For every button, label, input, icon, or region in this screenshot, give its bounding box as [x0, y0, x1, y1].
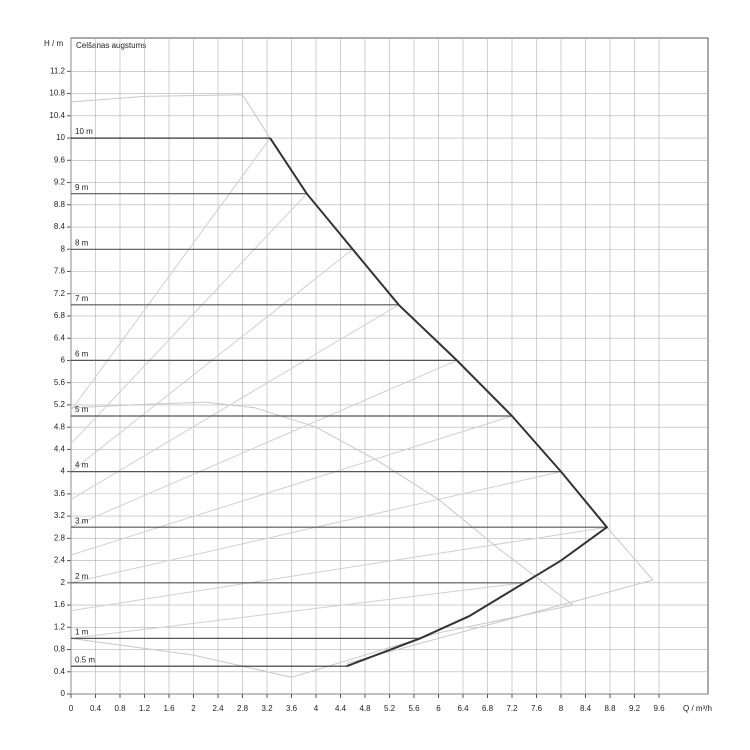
line-label: 0.5 m	[75, 655, 95, 664]
x-tick-label: 6	[436, 704, 441, 713]
y-tick-label: 8.8	[54, 200, 66, 209]
line-label: 4 m	[75, 461, 89, 470]
x-tick-label: 2.4	[212, 704, 224, 713]
guide-line	[70, 415, 513, 556]
y-tick-label: 6	[61, 356, 66, 365]
y-tick-label: 11.2	[50, 66, 66, 75]
y-tick-label: 0	[61, 689, 66, 698]
y-tick-label: 8	[61, 244, 66, 253]
y-tick-label: 1.2	[54, 622, 66, 631]
line-label: 1 m	[75, 628, 89, 637]
guide-line	[70, 604, 574, 678]
y-tick-label: 0.8	[54, 645, 66, 654]
y-tick-label: 6.8	[54, 311, 66, 320]
x-tick-label: 2.8	[237, 704, 249, 713]
y-tick-label: 4	[61, 467, 66, 476]
y-tick-label: 0.4	[54, 667, 66, 676]
y-tick-label: 6.4	[54, 333, 66, 342]
x-tick-label: 3.6	[286, 704, 298, 713]
y-tick-label: 8.4	[54, 222, 66, 231]
y-tick-label: 7.6	[54, 267, 66, 276]
y-tick-label: 2	[61, 578, 66, 587]
line-label: 10 m	[75, 127, 93, 136]
chart-title: Celšanas augstums	[76, 41, 146, 50]
line-label: 2 m	[75, 572, 89, 581]
x-tick-label: 7.6	[531, 704, 543, 713]
y-tick-label: 4.8	[54, 422, 66, 431]
x-tick-label: 9.6	[653, 704, 665, 713]
guide-line	[70, 304, 399, 500]
x-tick-label: 4.4	[335, 704, 347, 713]
y-tick-label: 10.4	[49, 111, 65, 120]
x-tick-label: 1.6	[163, 704, 175, 713]
y-tick-label: 10.8	[49, 89, 65, 98]
line-label: 3 m	[75, 516, 89, 525]
x-axis-label: Q / m³/h	[683, 704, 712, 713]
y-tick-label: 3.6	[54, 489, 66, 498]
y-tick-label: 2.8	[54, 533, 66, 542]
x-tick-label: 5.6	[408, 704, 420, 713]
y-tick-label: 10	[56, 133, 65, 142]
guide-line	[70, 193, 308, 445]
x-tick-label: 2	[191, 704, 196, 713]
y-tick-label: 9.2	[54, 178, 66, 187]
y-tick-label: 5.2	[54, 400, 66, 409]
x-tick-label: 8.4	[580, 704, 592, 713]
x-tick-label: 5.2	[384, 704, 396, 713]
y-tick-label: 4.4	[54, 444, 66, 453]
y-tick-label: 2.4	[54, 556, 66, 565]
guide-line	[70, 526, 607, 612]
x-tick-label: 8.8	[604, 704, 616, 713]
x-tick-label: 8	[559, 704, 564, 713]
guide-line	[346, 526, 654, 664]
envelope-curve	[269, 137, 609, 668]
x-tick-label: 6.4	[457, 704, 469, 713]
x-tick-label: 4.8	[359, 704, 371, 713]
x-tick-label: 0.4	[90, 704, 102, 713]
guide-line	[70, 359, 458, 528]
y-tick-label: 7.2	[54, 289, 66, 298]
x-tick-label: 9.2	[629, 704, 641, 713]
guide-line	[70, 401, 574, 606]
x-tick-label: 3.2	[261, 704, 273, 713]
x-tick-label: 4	[314, 704, 319, 713]
line-label: 5 m	[75, 405, 89, 414]
x-tick-label: 1.2	[139, 704, 151, 713]
guide-line	[70, 94, 271, 139]
x-tick-label: 0	[69, 704, 74, 713]
line-label: 7 m	[75, 294, 89, 303]
guide-line	[70, 582, 525, 639]
y-tick-label: 1.6	[54, 600, 66, 609]
guide-line	[70, 137, 271, 411]
line-label: 8 m	[75, 238, 89, 247]
x-tick-label: 6.8	[482, 704, 494, 713]
y-tick-label: 9.6	[54, 155, 66, 164]
y-tick-label: 3.2	[54, 511, 66, 520]
y-axis-label: H / m	[44, 39, 63, 48]
x-tick-label: 0.8	[114, 704, 126, 713]
x-tick-label: 7.2	[506, 704, 518, 713]
y-tick-label: 5.6	[54, 378, 66, 387]
line-label: 9 m	[75, 183, 89, 192]
line-label: 6 m	[75, 350, 89, 359]
